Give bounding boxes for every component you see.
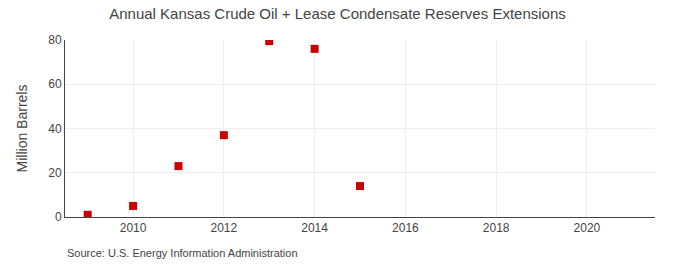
svg-text:2014: 2014 (301, 221, 328, 235)
svg-text:2018: 2018 (483, 221, 510, 235)
svg-text:2020: 2020 (574, 221, 601, 235)
svg-text:Annual Kansas Crude Oil + Leas: Annual Kansas Crude Oil + Lease Condensa… (109, 5, 566, 22)
svg-text:2012: 2012 (210, 221, 237, 235)
svg-text:0: 0 (55, 210, 62, 224)
svg-text:Source: U.S. Energy Informatio: Source: U.S. Energy Information Administ… (67, 247, 298, 259)
svg-text:40: 40 (48, 122, 62, 136)
svg-text:20: 20 (48, 166, 62, 180)
svg-text:Million Barrels: Million Barrels (14, 85, 30, 173)
svg-text:80: 80 (48, 33, 62, 47)
svg-text:2016: 2016 (392, 221, 419, 235)
svg-text:2010: 2010 (120, 221, 147, 235)
svg-text:60: 60 (48, 77, 62, 91)
